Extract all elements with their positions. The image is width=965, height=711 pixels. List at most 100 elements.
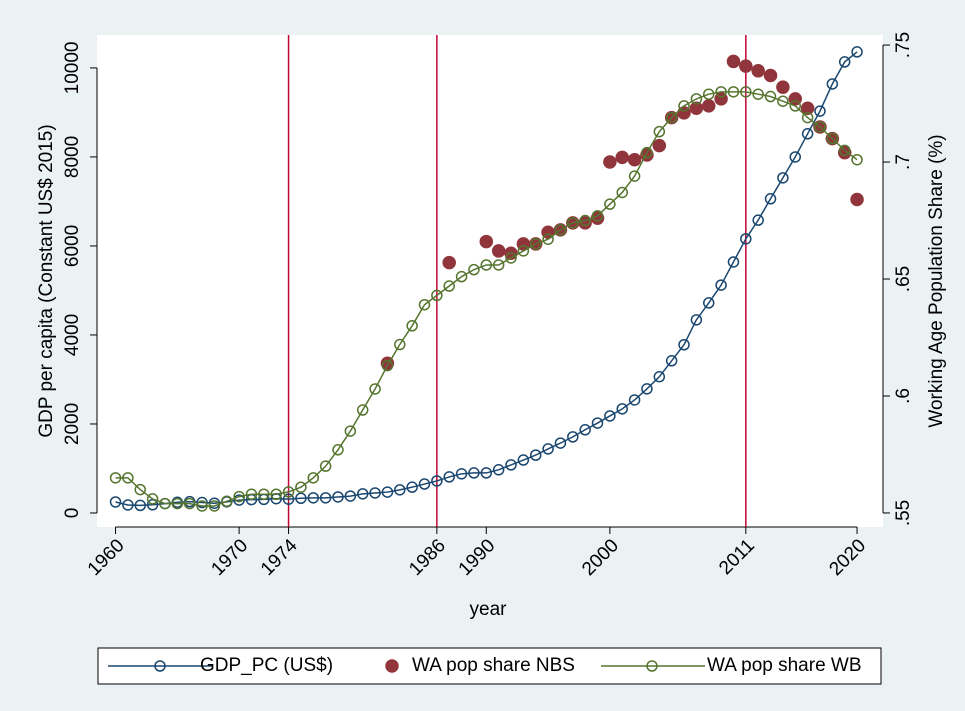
y-tick-label: 10000 [62,42,83,95]
data-point [468,263,480,276]
data-point [763,68,778,83]
data-point [406,320,418,332]
data-point [690,314,703,326]
data-point [665,355,678,367]
data-point [369,383,381,395]
series-line [115,91,858,507]
data-point [196,500,208,512]
legend-marker [646,660,658,672]
data-point [468,467,480,479]
data-point [567,217,579,229]
data-point [122,472,134,484]
data-point [406,481,418,493]
data-point [431,289,443,302]
data-point [740,86,752,98]
data-point [480,467,493,479]
data-point [702,88,715,100]
data-point [455,270,468,283]
data-point [616,186,628,199]
data-point [665,111,678,124]
plot-area [97,35,883,527]
data-point [517,245,530,257]
data-point [837,145,852,160]
data-point [653,125,666,138]
data-point [517,454,530,466]
data-point [554,224,567,236]
data-point [134,483,147,496]
data-point [381,486,394,498]
data-point [838,144,851,157]
data-point [109,472,122,484]
data-point [690,93,703,105]
data-point [851,153,863,166]
data-point [221,495,233,508]
data-point [282,493,295,505]
data-point [109,496,122,508]
data-point [492,464,505,476]
y2-tick-label: .7 [893,154,914,170]
data-point [777,95,789,107]
data-point [529,449,542,461]
data-point [356,404,369,416]
data-point [764,90,777,103]
legend-box [97,647,882,685]
data-point [394,338,406,351]
data-point [591,417,604,429]
data-point [442,255,456,270]
data-point [529,238,542,250]
data-point [752,214,764,226]
y-tick-label: 8000 [62,136,83,178]
data-point [505,252,517,264]
legend-label: WA pop share NBS [412,655,575,676]
data-point [579,424,591,436]
data-point [332,444,344,456]
data-point [505,459,517,471]
data-point [443,471,455,483]
y2-tick-label: .65 [893,266,914,292]
data-point [641,383,653,395]
data-point [381,359,394,372]
y-tick-label: 4000 [62,314,83,356]
data-point [591,210,604,222]
data-point [776,80,790,94]
data-point [443,280,455,292]
data-point [307,472,320,484]
data-point [751,64,765,78]
data-point [196,496,208,509]
data-point [258,488,270,500]
data-point [652,138,667,153]
legend-marker [154,660,166,672]
data-point [394,484,406,496]
data-point [789,151,802,163]
legend-marker [385,659,399,673]
data-point [332,491,344,503]
data-point [356,488,369,500]
data-point [159,497,171,510]
data-point [455,468,468,480]
y-tick-label: 2000 [62,403,83,445]
data-point [369,487,381,499]
data-point [814,105,826,117]
data-point [800,101,815,115]
series-line [115,51,858,507]
data-point [777,172,789,184]
data-point [701,99,716,113]
y2-tick-label: .75 [893,32,914,58]
data-point [678,339,690,351]
data-point [727,256,740,268]
x-axis-title: year [470,599,508,620]
data-point [715,86,727,98]
data-point [245,488,258,500]
data-point [122,499,134,511]
data-point [641,146,653,159]
data-point [727,86,740,98]
data-point [789,100,802,112]
data-point [319,460,332,472]
data-point [764,193,777,205]
data-point [567,431,579,443]
data-point [814,121,826,133]
y2-tick-label: .55 [893,500,914,526]
data-point [604,198,616,210]
data-point [851,46,863,58]
